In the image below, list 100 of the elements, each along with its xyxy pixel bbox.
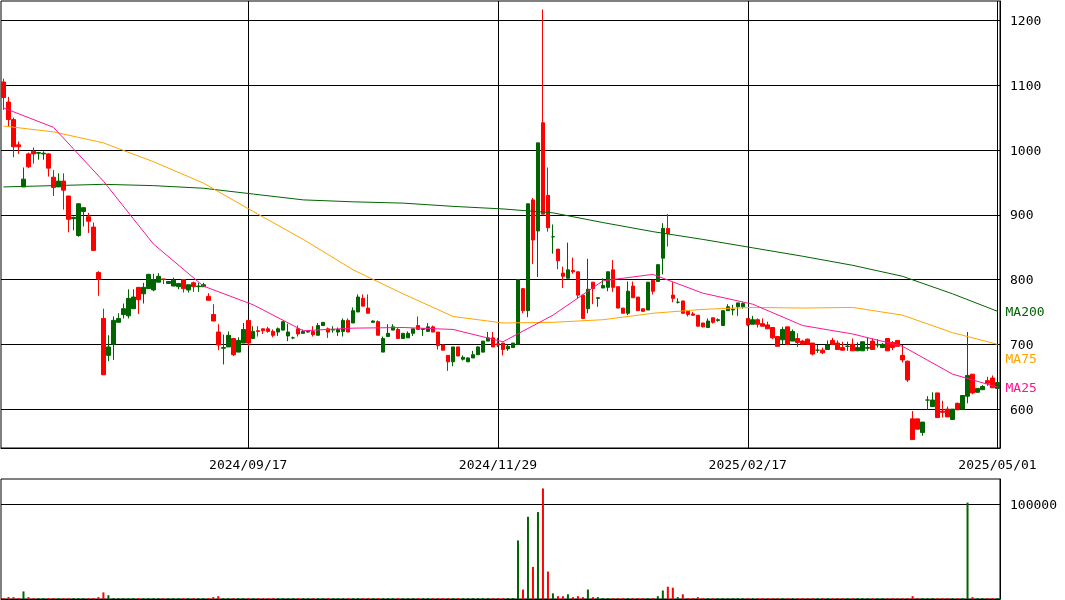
candlestick xyxy=(181,279,186,294)
candlestick xyxy=(186,284,191,294)
candlestick xyxy=(216,323,221,351)
bar xyxy=(911,596,914,599)
y-tick-label: 800 xyxy=(1010,272,1034,288)
candlestick xyxy=(561,266,565,289)
candlestick xyxy=(206,292,211,301)
candlestick xyxy=(46,152,51,178)
candlestick xyxy=(381,336,385,353)
candlestick xyxy=(556,248,560,270)
candlestick xyxy=(551,224,555,255)
candlestick xyxy=(311,325,315,338)
y-tick-label: 700 xyxy=(1010,336,1034,352)
bar xyxy=(586,589,589,599)
bar xyxy=(526,516,529,599)
series-label: MA75 xyxy=(1005,350,1037,366)
bar xyxy=(666,586,669,599)
bar xyxy=(576,596,579,599)
candlestick xyxy=(850,338,855,352)
candlestick xyxy=(61,172,66,211)
candlestick xyxy=(106,334,111,362)
candlestick xyxy=(671,281,675,303)
candlestick xyxy=(596,296,600,308)
y-tick-label: 1000 xyxy=(1010,142,1042,158)
bar xyxy=(561,596,564,599)
y-tick-label: 1100 xyxy=(1010,77,1042,93)
candlestick xyxy=(995,382,1000,389)
bar xyxy=(661,590,664,599)
series-label: MA200 xyxy=(1005,303,1045,319)
bar xyxy=(656,596,659,599)
series-label: MA25 xyxy=(1005,379,1037,395)
candlestick xyxy=(646,281,650,311)
candlestick xyxy=(366,293,370,314)
candlestick xyxy=(451,346,455,367)
candlestick xyxy=(136,286,141,315)
candlestick xyxy=(251,325,255,340)
candlestick xyxy=(656,264,660,283)
candlestick xyxy=(396,327,400,340)
y-tick-label: 600 xyxy=(1010,401,1034,417)
bar xyxy=(556,596,559,599)
candlestick xyxy=(286,323,290,342)
candlestick xyxy=(661,222,665,275)
candlestick xyxy=(900,344,905,363)
candlestick xyxy=(706,317,710,328)
bar xyxy=(521,589,524,599)
bar xyxy=(531,566,534,599)
bar xyxy=(671,587,674,599)
candlestick xyxy=(521,287,525,314)
candlestick xyxy=(386,323,390,338)
candlestick xyxy=(231,338,236,357)
candlestick xyxy=(905,360,910,383)
candlestick xyxy=(51,169,56,197)
candlestick xyxy=(666,213,670,248)
candlestick xyxy=(950,408,955,420)
candlestick xyxy=(211,303,216,322)
candlestick xyxy=(86,212,91,234)
candlestick xyxy=(96,270,101,297)
candlestick xyxy=(785,326,790,345)
candlestick xyxy=(446,354,450,372)
candlestick xyxy=(361,293,365,307)
line-series xyxy=(3,125,998,345)
candlestick xyxy=(1,78,6,111)
y-tick-label: 900 xyxy=(1010,207,1034,223)
candlestick xyxy=(746,317,750,327)
candlestick xyxy=(780,326,785,345)
candlestick xyxy=(651,279,655,295)
bar xyxy=(546,571,549,599)
candlestick xyxy=(970,373,975,395)
bar xyxy=(22,591,25,599)
candlestick xyxy=(825,339,830,351)
x-tick-label: 2025/05/01 xyxy=(958,457,1037,472)
bar xyxy=(966,502,969,599)
candlestick xyxy=(161,278,166,285)
candlestick xyxy=(91,222,96,251)
candlestick xyxy=(870,338,875,351)
candlestick xyxy=(820,347,825,355)
candlestick xyxy=(750,315,755,325)
bar xyxy=(217,596,220,599)
candlestick xyxy=(930,391,935,408)
bar xyxy=(102,592,105,599)
candlestick xyxy=(711,317,715,325)
y-tick-label: 100000 xyxy=(1010,497,1057,513)
candlestick xyxy=(790,328,795,342)
line-series xyxy=(3,107,998,388)
bar xyxy=(536,512,539,599)
candlestick xyxy=(456,346,460,357)
y-tick-label: 1200 xyxy=(1010,12,1042,28)
bar xyxy=(566,594,569,599)
candlestick xyxy=(586,258,590,314)
candlestick xyxy=(955,402,960,411)
candlestick xyxy=(296,325,300,338)
candlestick xyxy=(66,195,71,233)
x-tick-label: 2025/02/17 xyxy=(708,457,787,472)
candlestick xyxy=(101,308,106,376)
candlestick xyxy=(920,421,925,437)
candlestick xyxy=(626,281,630,316)
candlestick xyxy=(531,197,535,265)
bar xyxy=(541,488,544,599)
candlestick xyxy=(246,319,251,347)
bar xyxy=(516,540,519,599)
